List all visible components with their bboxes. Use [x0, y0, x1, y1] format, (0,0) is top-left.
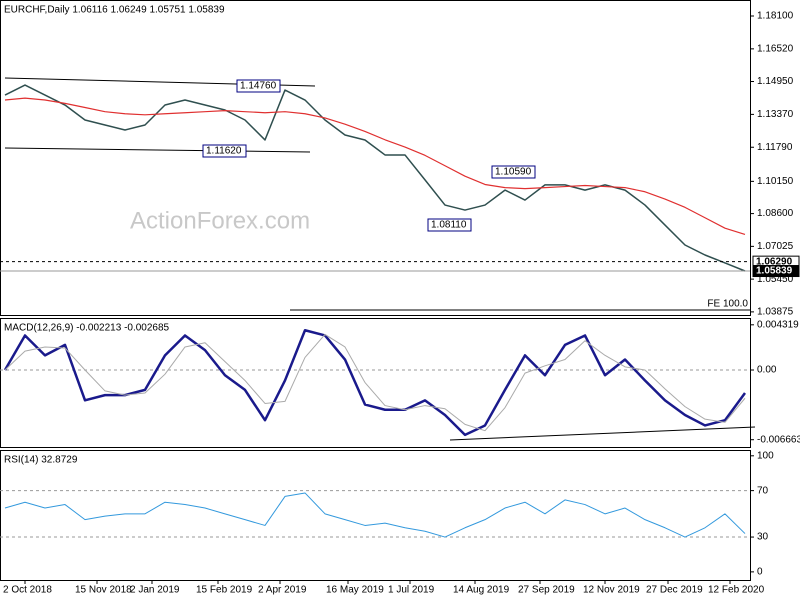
- price-box-label: 1.06290: [756, 256, 793, 267]
- series-line: [4, 492, 746, 538]
- series-line: [4, 97, 746, 235]
- y-tick-label: 0: [757, 567, 763, 578]
- price-box: [752, 265, 800, 278]
- x-tick-label: 14 Aug 2019: [453, 585, 510, 596]
- x-tick-label: 12 Feb 2020: [708, 585, 765, 596]
- x-tick-label: 16 May 2019: [326, 585, 384, 596]
- fe-label: FE 100.0: [707, 299, 748, 310]
- y-tick-label: 100: [757, 450, 774, 461]
- y-tick-label: 1.08600: [757, 208, 794, 219]
- annotation: 1.08110: [431, 220, 467, 231]
- y-tick-label: 70: [757, 485, 769, 496]
- annotation: 1.11620: [206, 146, 242, 157]
- y-tick-label: 1.18100: [757, 11, 794, 22]
- y-tick-label: 1.13370: [757, 109, 794, 120]
- annotation-box: [427, 218, 472, 232]
- panel-title: RSI(14) 32.8729: [4, 455, 78, 466]
- channel-bottom: [4, 147, 311, 153]
- series-line: [3, 328, 747, 437]
- y-tick-label: -0.006663: [757, 434, 800, 445]
- x-tick-label: 2 Oct 2018: [3, 585, 52, 596]
- y-tick-label: 1.05450: [757, 274, 794, 285]
- price-panel: [0, 0, 751, 316]
- annotation: 1.10590: [495, 167, 532, 178]
- x-tick-label: 2 Jan 2019: [130, 585, 180, 596]
- y-tick-label: 1.11790: [757, 142, 793, 153]
- series-line: [4, 333, 746, 432]
- panel-title: MACD(12,26,9) -0.002213 -0.002685: [4, 323, 170, 334]
- annotation-box: [236, 79, 281, 93]
- macd-panel: [0, 318, 751, 448]
- y-tick-label: 0.004319: [757, 319, 799, 330]
- macd-trendline: [449, 426, 756, 441]
- y-tick-label: 30: [757, 532, 769, 543]
- y-tick-label: 1.07025: [757, 241, 794, 252]
- x-tick-label: 27 Sep 2019: [518, 585, 575, 596]
- annotation: 1.14760: [240, 81, 277, 92]
- y-tick-label: 0.00: [757, 365, 777, 376]
- x-tick-label: 2 Apr 2019: [258, 585, 307, 596]
- x-tick-label: 15 Feb 2019: [196, 585, 253, 596]
- y-tick-label: 1.10150: [757, 176, 794, 187]
- watermark: ActionForex.com: [130, 207, 310, 234]
- x-tick-label: 1 Jul 2019: [388, 585, 435, 596]
- annotation-box: [202, 144, 247, 158]
- annotation-box: [491, 165, 536, 179]
- x-tick-label: 12 Nov 2019: [583, 585, 640, 596]
- x-tick-label: 27 Dec 2019: [646, 585, 703, 596]
- panel-title: EURCHF,Daily 1.06116 1.06249 1.05751 1.0…: [4, 5, 225, 16]
- series-line: [4, 84, 746, 272]
- rsi-panel: [0, 450, 751, 581]
- price-box-label: 1.05839: [756, 266, 793, 277]
- x-tick-label: 15 Nov 2018: [75, 585, 132, 596]
- y-tick-label: 1.03875: [757, 307, 794, 318]
- y-tick-label: 1.14950: [757, 76, 794, 87]
- y-tick-label: 1.16520: [757, 44, 794, 55]
